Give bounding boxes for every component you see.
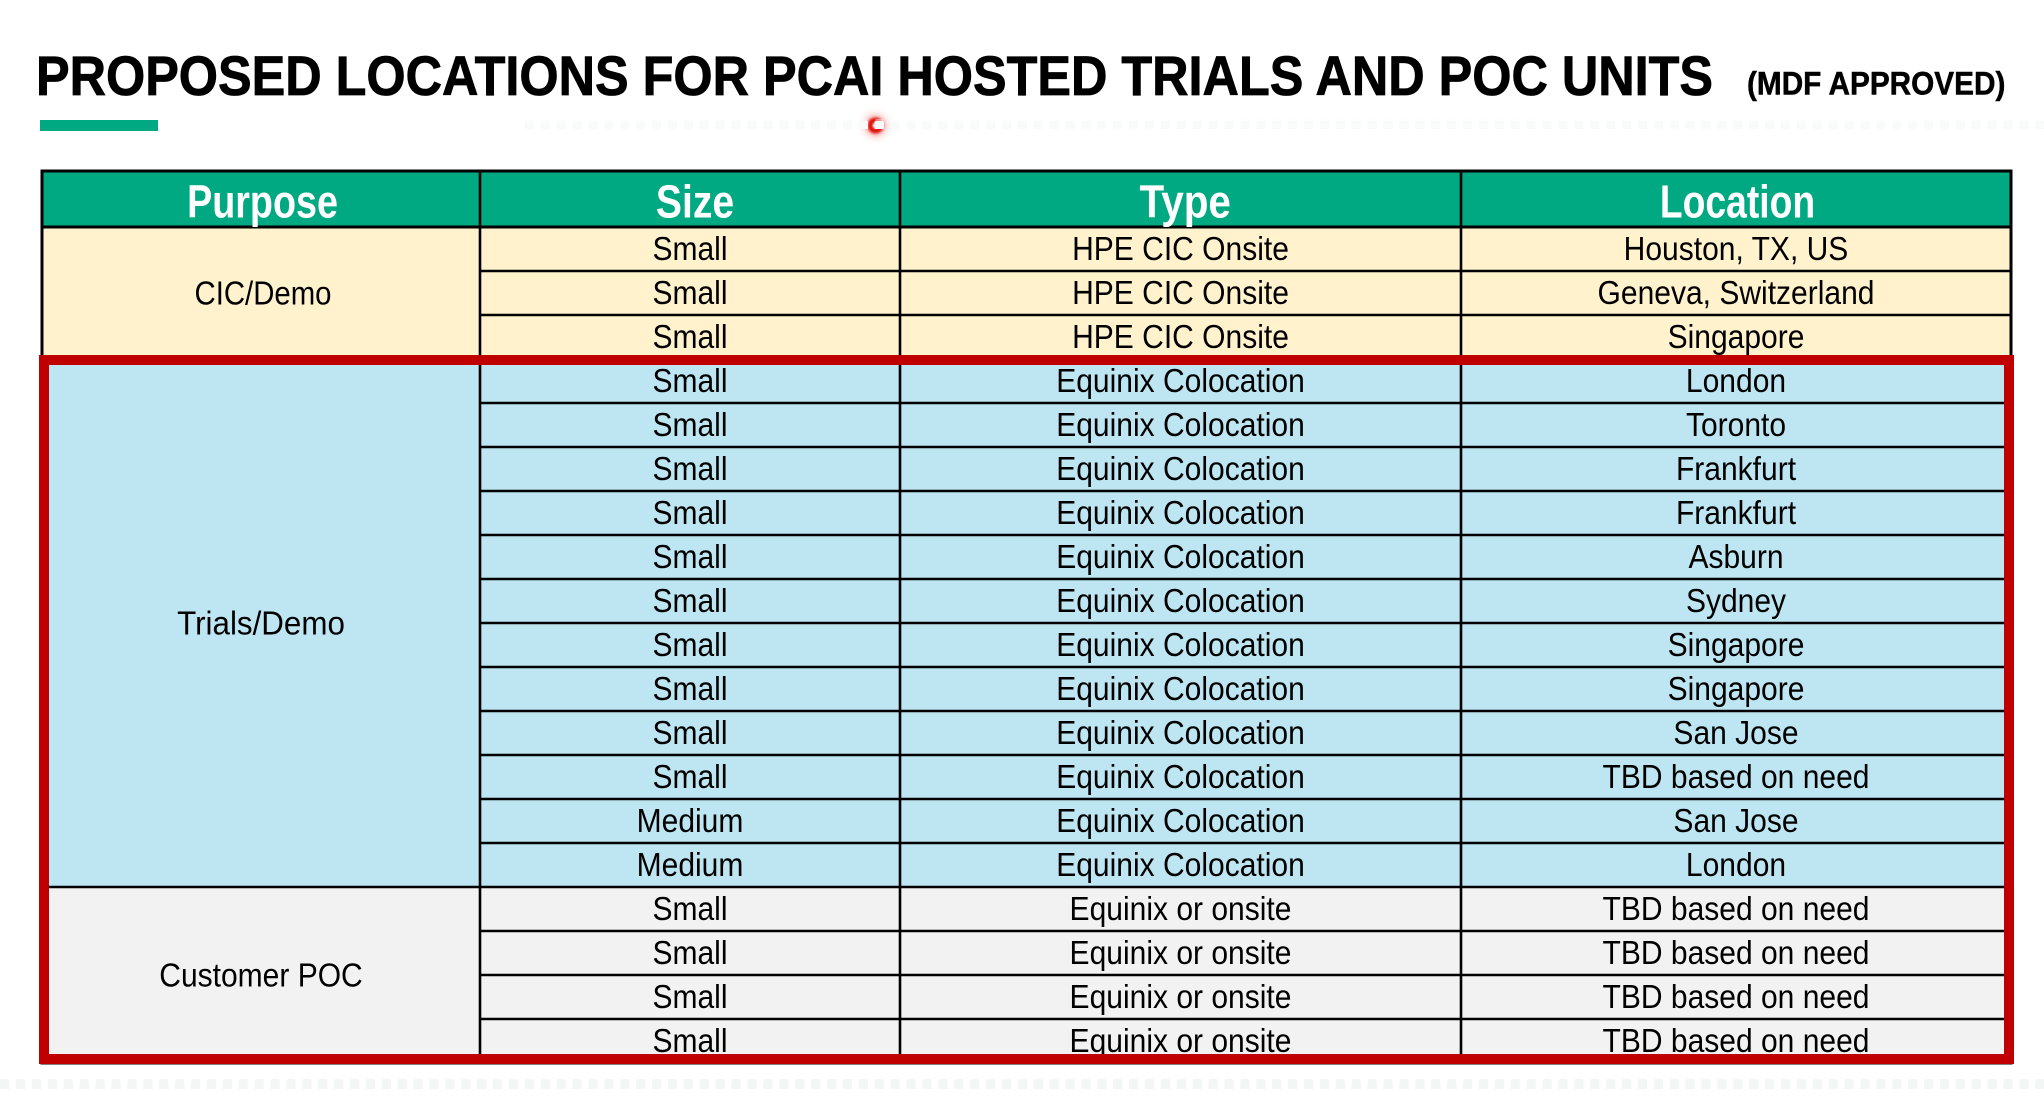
- svg-text:Equinix Colocation: Equinix Colocation: [1056, 582, 1305, 620]
- svg-text:Size: Size: [656, 177, 734, 229]
- svg-text:Small: Small: [652, 1022, 727, 1060]
- svg-text:Small: Small: [652, 450, 727, 488]
- svg-text:Medium: Medium: [637, 846, 744, 884]
- svg-text:Equinix Colocation: Equinix Colocation: [1056, 714, 1305, 752]
- svg-text:Small: Small: [652, 582, 727, 620]
- svg-text:San Jose: San Jose: [1673, 802, 1798, 840]
- svg-text:Frankfurt: Frankfurt: [1676, 450, 1796, 488]
- svg-text:Small: Small: [652, 230, 727, 268]
- svg-text:Small: Small: [652, 890, 727, 928]
- svg-text:Equinix Colocation: Equinix Colocation: [1056, 626, 1305, 664]
- svg-text:Small: Small: [652, 758, 727, 796]
- svg-text:PROPOSED LOCATIONS FOR PCAI HO: PROPOSED LOCATIONS FOR PCAI HOSTED TRIAL…: [36, 46, 1713, 108]
- svg-text:Small: Small: [652, 538, 727, 576]
- svg-text:Equinix or onsite: Equinix or onsite: [1070, 978, 1292, 1016]
- svg-text:Small: Small: [652, 494, 727, 532]
- svg-text:Small: Small: [652, 934, 727, 972]
- svg-text:Equinix Colocation: Equinix Colocation: [1056, 362, 1305, 400]
- svg-text:Medium: Medium: [637, 802, 744, 840]
- svg-text:London: London: [1686, 362, 1786, 400]
- svg-text:Sydney: Sydney: [1686, 582, 1786, 620]
- svg-text:Equinix Colocation: Equinix Colocation: [1056, 846, 1305, 884]
- svg-text:CIC/Demo: CIC/Demo: [194, 275, 331, 312]
- svg-text:Small: Small: [652, 626, 727, 664]
- svg-text:Houston, TX, US: Houston, TX, US: [1624, 230, 1849, 268]
- svg-text:Trials/Demo: Trials/Demo: [177, 605, 345, 642]
- svg-text:Small: Small: [652, 978, 727, 1016]
- svg-text:Small: Small: [652, 714, 727, 752]
- svg-text:Frankfurt: Frankfurt: [1676, 494, 1796, 532]
- svg-text:HPE CIC Onsite: HPE CIC Onsite: [1072, 274, 1289, 312]
- svg-text:Equinix Colocation: Equinix Colocation: [1056, 802, 1305, 840]
- svg-text:Equinix or onsite: Equinix or onsite: [1070, 1022, 1292, 1060]
- svg-text:Small: Small: [652, 318, 727, 356]
- svg-text:Small: Small: [652, 362, 727, 400]
- svg-text:Asburn: Asburn: [1688, 538, 1783, 576]
- svg-text:TBD based on need: TBD based on need: [1603, 758, 1870, 796]
- svg-text:Equinix Colocation: Equinix Colocation: [1056, 670, 1305, 708]
- svg-text:Small: Small: [652, 406, 727, 444]
- svg-text:HPE CIC Onsite: HPE CIC Onsite: [1072, 230, 1289, 268]
- svg-text:Location: Location: [1660, 176, 1815, 228]
- svg-text:Singapore: Singapore: [1668, 626, 1805, 664]
- svg-text:Customer POC: Customer POC: [159, 956, 362, 994]
- svg-text:San Jose: San Jose: [1673, 714, 1798, 752]
- svg-text:Singapore: Singapore: [1668, 318, 1805, 356]
- svg-text:TBD based on need: TBD based on need: [1603, 890, 1870, 928]
- svg-text:Geneva, Switzerland: Geneva, Switzerland: [1598, 274, 1875, 312]
- svg-text:London: London: [1686, 846, 1786, 884]
- svg-text:TBD based on need: TBD based on need: [1603, 1022, 1870, 1060]
- svg-text:Toronto: Toronto: [1686, 406, 1786, 444]
- svg-text:Small: Small: [652, 274, 727, 312]
- svg-text:Purpose: Purpose: [187, 176, 338, 227]
- svg-text:Small: Small: [652, 670, 727, 708]
- svg-text:Equinix Colocation: Equinix Colocation: [1056, 406, 1305, 444]
- svg-text:Equinix or onsite: Equinix or onsite: [1070, 934, 1292, 972]
- svg-text:Equinix Colocation: Equinix Colocation: [1056, 758, 1305, 796]
- svg-text:Equinix Colocation: Equinix Colocation: [1056, 538, 1305, 576]
- svg-text:TBD based on need: TBD based on need: [1603, 978, 1870, 1016]
- svg-text:Equinix Colocation: Equinix Colocation: [1056, 450, 1305, 488]
- svg-text:Equinix Colocation: Equinix Colocation: [1056, 494, 1305, 532]
- svg-text:Type: Type: [1139, 177, 1230, 228]
- svg-text:Equinix or onsite: Equinix or onsite: [1070, 890, 1292, 928]
- svg-text:HPE CIC Onsite: HPE CIC Onsite: [1072, 318, 1289, 356]
- svg-text:(MDF APPROVED): (MDF APPROVED): [1747, 66, 2005, 102]
- svg-text:TBD based on need: TBD based on need: [1603, 934, 1870, 972]
- svg-text:Singapore: Singapore: [1668, 670, 1805, 708]
